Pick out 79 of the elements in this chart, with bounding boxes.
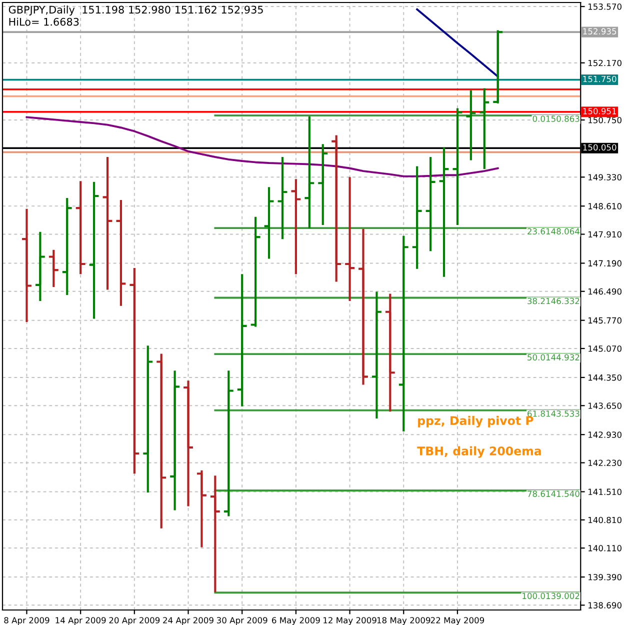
y-tick-label: 142.930 xyxy=(588,432,622,438)
x-tick-label: 22 May 2009 xyxy=(430,617,484,625)
ref-line-label: 150.050 xyxy=(583,144,616,151)
y-tick-label: 153.570 xyxy=(588,4,622,10)
candlestick xyxy=(452,107,464,226)
candlestick xyxy=(357,228,369,386)
y-tick-label: 149.330 xyxy=(588,174,622,180)
x-tick-label: 6 May 2009 xyxy=(272,617,320,625)
series-label: 38.2146.332 xyxy=(528,298,580,304)
series-label: 50.0144.932 xyxy=(528,354,580,360)
candlestick xyxy=(330,134,342,283)
y-tick-label: 146.490 xyxy=(588,288,622,295)
ref-line-label: 151.750 xyxy=(583,76,616,82)
candlestick xyxy=(438,146,450,278)
candlestick xyxy=(411,165,423,270)
candlestick xyxy=(34,230,46,302)
candlestick xyxy=(196,469,208,548)
candlestick xyxy=(20,208,32,323)
x-tick-label: 24 Apr 2009 xyxy=(163,617,214,625)
candlestick xyxy=(102,156,114,291)
candlestick xyxy=(478,87,490,170)
candlestick xyxy=(263,186,275,260)
ref-line-label: 150.951 xyxy=(583,108,616,114)
candlestick xyxy=(169,370,181,512)
candlestick xyxy=(424,156,436,252)
annotation: ppz, Daily pivot P xyxy=(418,416,534,428)
y-tick-label: 140.810 xyxy=(588,516,622,524)
series-label: 100.0139.002 xyxy=(522,592,580,600)
candlestick xyxy=(88,180,100,320)
x-tick-label: 8 Apr 2009 xyxy=(4,617,50,625)
y-tick-label: 145.770 xyxy=(588,317,622,324)
x-tick-label: 14 Apr 2009 xyxy=(56,617,106,625)
y-tick-label: 145.070 xyxy=(588,345,622,352)
x-tick-label: 12 May 2009 xyxy=(324,617,376,625)
series-label: 61.8143.533 xyxy=(528,410,580,417)
candlestick xyxy=(370,290,382,420)
y-tick-label: 138.690 xyxy=(588,602,622,608)
candlestick xyxy=(384,292,396,413)
annotation: TBH, daily 200ema xyxy=(417,446,541,458)
y-tick-label: 148.610 xyxy=(588,203,622,210)
y-tick-label: 140.110 xyxy=(588,545,622,552)
y-tick-label: 144.350 xyxy=(588,374,622,381)
y-tick-label: 141.510 xyxy=(588,488,622,496)
candlestick xyxy=(74,180,86,276)
candlestick xyxy=(48,248,60,288)
line-series xyxy=(416,8,499,78)
y-tick-label: 147.190 xyxy=(588,260,622,266)
y-tick-label: 150.750 xyxy=(588,116,622,124)
y-tick-label: 147.910 xyxy=(588,231,622,238)
x-tick-label: 18 May 2009 xyxy=(377,617,430,625)
candlestick xyxy=(304,115,316,230)
series-label: 23.6148.064 xyxy=(528,228,580,234)
candlestick xyxy=(290,178,302,276)
series-label: 0.0150.863 xyxy=(532,116,580,122)
series-label: 78.6141.540 xyxy=(528,490,580,497)
candlestick xyxy=(156,352,168,530)
candlestick xyxy=(61,196,73,296)
candlestick xyxy=(236,273,248,408)
chart-title: GBPJPY,Daily 151.198 152.980 151.162 152.935 xyxy=(8,6,263,16)
candlestick xyxy=(398,234,410,432)
x-tick-label: 20 Apr 2009 xyxy=(109,617,160,625)
candlestick xyxy=(276,156,288,240)
candlestick xyxy=(344,176,356,302)
candlestick xyxy=(182,380,194,508)
candlestick xyxy=(115,198,127,307)
x-tick-label: 30 Apr 2009 xyxy=(216,617,268,625)
y-tick-label: 143.650 xyxy=(588,402,622,409)
text: HiLo= 1.6683 xyxy=(9,18,79,26)
y-tick-label: 152.170 xyxy=(588,60,622,66)
candlestick xyxy=(250,216,262,328)
ref-line-label: 152.935 xyxy=(583,28,616,34)
y-tick-label: 139.390 xyxy=(588,574,622,580)
candlestick xyxy=(222,370,234,518)
candlestick xyxy=(465,89,477,162)
candlestick xyxy=(492,29,504,104)
y-tick-label: 142.230 xyxy=(588,460,622,466)
candlestick xyxy=(317,143,329,226)
candlestick xyxy=(209,474,221,594)
candlestick xyxy=(142,344,154,494)
